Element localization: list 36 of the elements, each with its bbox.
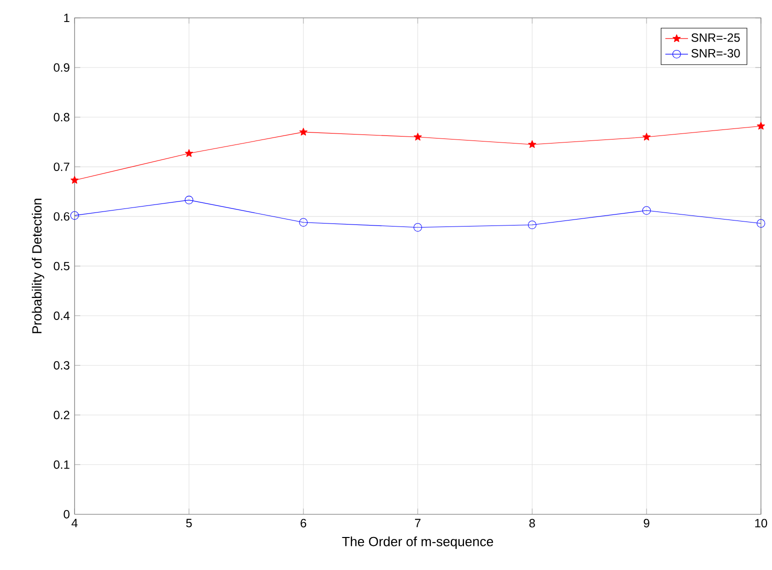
y-tick-label: 0.6 (54, 212, 70, 221)
y-tick-label: 0.5 (54, 262, 70, 270)
point (184, 196, 194, 204)
point (756, 122, 765, 130)
x-tick-label: 9 (644, 518, 650, 528)
y-tick-label: 1 (64, 14, 70, 22)
legend-label: SNR=-25 (691, 33, 740, 42)
point (414, 223, 422, 232)
point (642, 132, 651, 141)
point (70, 211, 79, 220)
point (528, 220, 536, 230)
x-tick-label: 10 (755, 518, 768, 528)
point (299, 128, 308, 136)
point (414, 132, 422, 141)
x-tick-label: 6 (300, 518, 306, 528)
y-tick-label: 0.7 (54, 162, 70, 172)
point (184, 149, 194, 157)
point (528, 140, 536, 148)
x-axis-title: The Order of m-sequence (342, 536, 494, 549)
y-tick-label: 0 (64, 510, 70, 518)
point (756, 219, 766, 228)
y-axis-title: Probability of Detection (32, 198, 44, 334)
point (70, 176, 79, 184)
point (299, 218, 308, 227)
y-tick-label: 0.4 (54, 311, 70, 320)
point (642, 206, 651, 215)
x-tick-label: 5 (186, 518, 192, 528)
x-tick-label: 4 (72, 518, 78, 528)
y-tick-label: 0.2 (54, 410, 70, 420)
y-tick-label: 0.1 (54, 460, 70, 469)
y-tick-label: 0.9 (54, 63, 70, 72)
x-tick-label: 8 (529, 518, 535, 528)
y-tick-label: 0.3 (54, 361, 70, 370)
legend-label: SNR=-30 (691, 49, 740, 58)
x-tick-label: 7 (415, 518, 420, 528)
y-tick-label: 0.8 (54, 112, 70, 122)
